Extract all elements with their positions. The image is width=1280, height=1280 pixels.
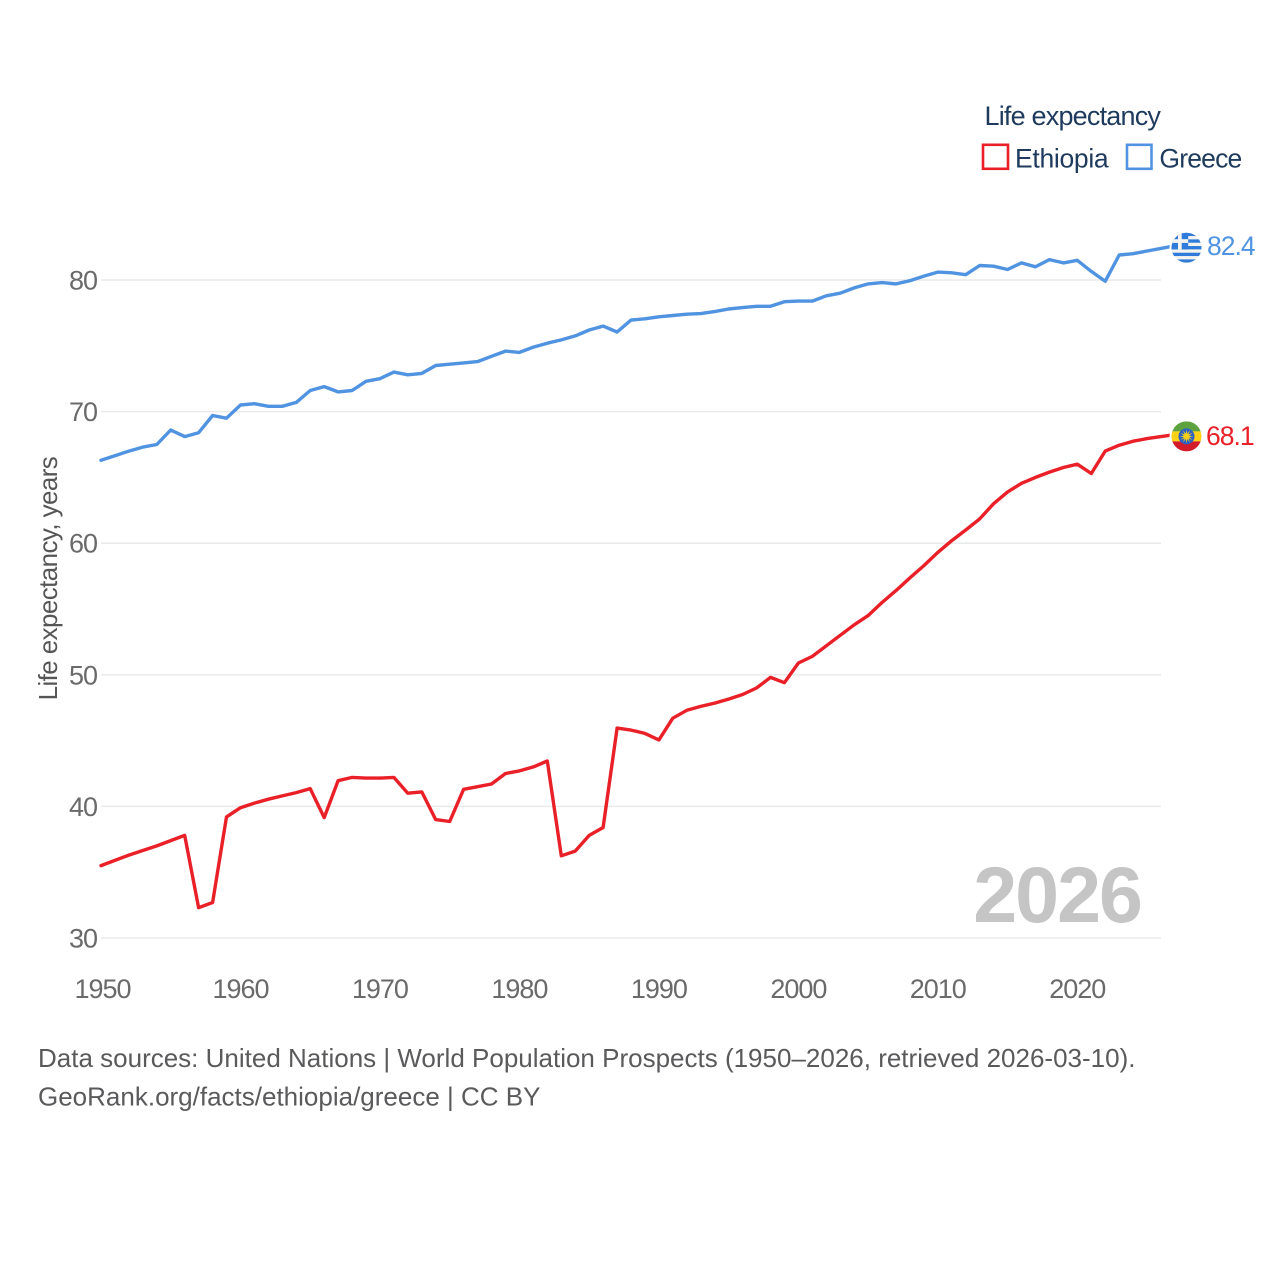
svg-text:68.1: 68.1 [1206,421,1254,451]
svg-text:2020: 2020 [1049,974,1105,1004]
svg-text:1990: 1990 [631,974,687,1004]
svg-text:2000: 2000 [770,974,826,1004]
svg-text:1970: 1970 [352,974,408,1004]
svg-text:60: 60 [69,529,97,559]
svg-text:Ethiopia: Ethiopia [1015,144,1109,174]
svg-text:Greece: Greece [1159,144,1241,174]
svg-text:1980: 1980 [491,974,547,1004]
svg-text:Life expectancy, years: Life expectancy, years [33,456,63,700]
svg-text:1950: 1950 [74,974,130,1004]
svg-text:GeoRank.org/facts/ethiopia/gre: GeoRank.org/facts/ethiopia/greece | CC B… [38,1082,540,1112]
svg-text:30: 30 [69,924,97,954]
svg-text:2010: 2010 [910,974,966,1004]
svg-text:80: 80 [69,266,97,296]
svg-text:2026: 2026 [973,850,1141,939]
svg-text:1960: 1960 [212,974,268,1004]
svg-text:82.4: 82.4 [1207,231,1255,261]
svg-text:70: 70 [69,397,97,427]
svg-text:40: 40 [69,792,97,822]
svg-text:Life expectancy: Life expectancy [985,101,1162,131]
svg-text:Data sources: United Nations |: Data sources: United Nations | World Pop… [38,1043,1135,1073]
svg-text:50: 50 [69,660,97,690]
